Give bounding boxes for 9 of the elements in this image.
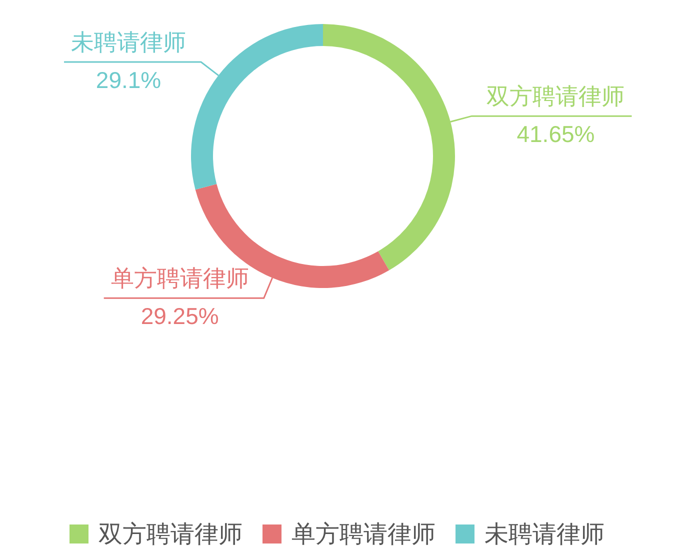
legend-label: 双方聘请律师 <box>98 521 242 548</box>
slice-label: 单方聘请律师 <box>110 265 249 292</box>
slice-label: 未聘请律师 <box>71 28 186 55</box>
legend-label: 单方聘请律师 <box>292 521 436 548</box>
data-label: 29.25% <box>140 303 219 330</box>
data-label: 29.1% <box>96 66 162 93</box>
legend-label: 未聘请律师 <box>484 521 604 548</box>
slice-label: 双方聘请律师 <box>486 83 625 110</box>
data-label: 41.65% <box>516 121 595 148</box>
